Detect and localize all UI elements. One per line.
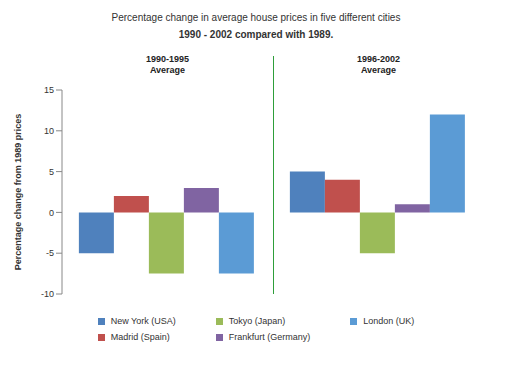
svg-text:-5: -5 — [46, 248, 54, 258]
svg-text:-10: -10 — [41, 289, 54, 299]
html-text:Percentage change in average h: Percentage change in average house price… — [111, 12, 401, 23]
html-text:1990 - 2002 compared with 1989: 1990 - 2002 compared with 1989. — [178, 29, 334, 40]
html-text:London (UK): London (UK) — [363, 316, 415, 326]
html-text:Madrid (Spain): Madrid (Spain) — [110, 332, 170, 342]
svg-text:1990-1995Average: 1990-1995Average — [146, 54, 189, 75]
svg-text:Percentage change from 1989 pr: Percentage change from 1989 prices — [13, 114, 23, 271]
svg-text:1996-2002Average: 1996-2002Average — [357, 54, 400, 75]
svg-text:5: 5 — [49, 167, 54, 177]
html-text:Tokyo (Japan): Tokyo (Japan) — [228, 316, 286, 326]
svg-text:0: 0 — [49, 208, 54, 218]
html-text:New York (USA): New York (USA) — [110, 316, 176, 326]
svg-text:15: 15 — [44, 85, 54, 95]
html-text:Frankfurt (Germany): Frankfurt (Germany) — [228, 332, 311, 342]
svg-text:10: 10 — [44, 126, 54, 136]
